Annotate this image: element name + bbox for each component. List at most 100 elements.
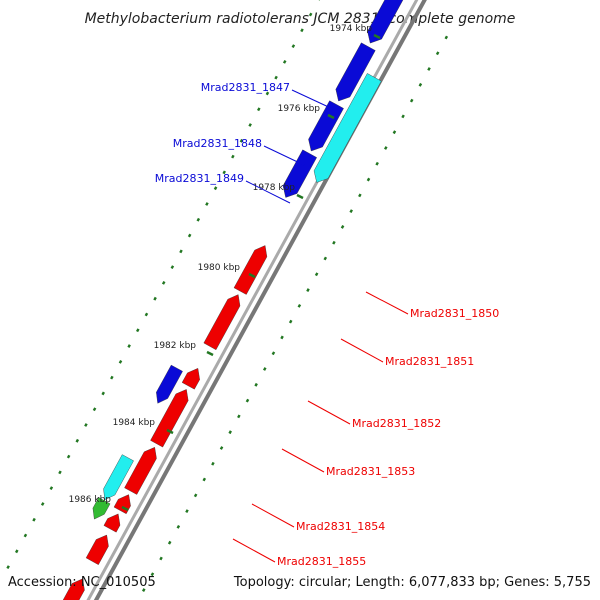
gc-dot [291,44,296,48]
gene-label: Mrad2831_1855 [277,555,366,568]
gc-dot [101,391,105,396]
gene-arrow [124,447,157,495]
gene-label: Mrad2831_1847 [201,81,290,94]
gene-label: Mrad2831_1851 [385,355,474,368]
gc-dot [228,430,232,435]
gc-dot [257,107,261,112]
gc-dot [196,217,201,222]
gc-dot [110,375,114,380]
gene-labels: Mrad2831_1847 Mrad2831_1848 Mrad2831_1849 M… [155,81,499,568]
tick-label: 1976 kbp [278,104,321,114]
gc-dot [213,186,218,191]
gc-dot [32,517,36,522]
gene-label: Mrad2831_1849 [155,172,244,185]
gene-label: Mrad2831_1848 [173,137,262,150]
leader-line [340,338,384,363]
gene-arrow [233,245,268,295]
leader-line [291,89,336,111]
leader-line [365,291,409,315]
gc-dot [176,525,181,529]
tick-label: 1978 kbp [253,183,296,193]
gc-dot [144,312,149,317]
gc-dot [187,233,192,238]
tick-label: 1974 kbp [330,24,373,34]
gc-dot [205,202,209,206]
gc-dot [323,256,328,261]
gc-dot [392,130,397,135]
tick-mark [327,113,335,120]
gc-dot [150,572,155,577]
gc-dot [306,288,310,292]
gc-dot [211,461,215,466]
gc-dot [167,540,172,545]
gene-arrow [335,42,376,102]
gc-dot [239,138,244,143]
gc-dot [340,225,345,229]
gene-arrow [103,513,121,533]
gc-dot [127,344,131,348]
gc-dot [427,67,431,71]
gc-dot [418,82,423,87]
gc-dot [384,146,388,150]
map-title: Methylobacterium radiotolerans JCM 2831,… [85,11,516,27]
leader-line [263,145,307,167]
gc-dot [14,549,19,554]
tick-mark [248,272,256,279]
gene-label: Mrad2831_1853 [326,465,415,478]
leader-line [232,538,276,563]
gc-dot [280,335,284,340]
gc-dot [193,493,198,498]
gc-dot [219,446,224,450]
gc-dot [262,367,267,371]
gc-dot [159,556,163,561]
gc-dot [349,209,353,214]
gc-dot [84,423,88,427]
gc-dot [282,59,287,64]
gc-dot [271,351,276,356]
leader-line [245,180,291,204]
tick-mark [166,428,174,435]
gc-dot [248,123,252,127]
gene-features [62,0,404,600]
gene-label: Mrad2831_1854 [296,520,385,533]
gc-dot [40,502,45,506]
gene-arrow [103,454,134,501]
gene-arrow [62,578,85,600]
gc-dot [297,303,302,308]
gc-dot [92,407,97,412]
gc-dot [300,28,304,33]
gc-dot [358,193,362,198]
gene-arrow [313,73,382,183]
gene-label: Mrad2831_1850 [410,307,499,320]
gc-dot [265,91,270,96]
gc-dot [435,51,440,56]
leader-line [307,400,351,425]
tick-mark [121,505,129,512]
gene-arrow [156,364,183,404]
gc-dot [314,272,319,277]
tick-label: 1980 kbp [198,263,241,273]
gc-dot [58,470,62,475]
gc-dot [75,438,80,443]
gc-dot [141,588,146,592]
gene-arrow [308,100,344,152]
tick-mark [373,33,381,40]
tick-mark [206,350,214,357]
gene-arrow [150,389,189,448]
gene-arrow [85,534,109,565]
genome-summary: Topology: circular; Length: 6,077,833 bp… [233,575,591,590]
gc-dot [23,533,28,538]
gc-dot [254,382,258,387]
gene-label: Mrad2831_1852 [352,417,441,430]
gc-dot [366,177,371,182]
leader-line [281,448,325,473]
gc-dot [231,154,235,159]
gene-arrow [203,294,241,351]
gc-dot [202,477,207,482]
gc-dot [409,98,414,103]
gc-dot [245,398,250,403]
gc-dot [66,454,71,459]
gene-arrow [92,497,111,520]
gc-dot [179,249,183,254]
